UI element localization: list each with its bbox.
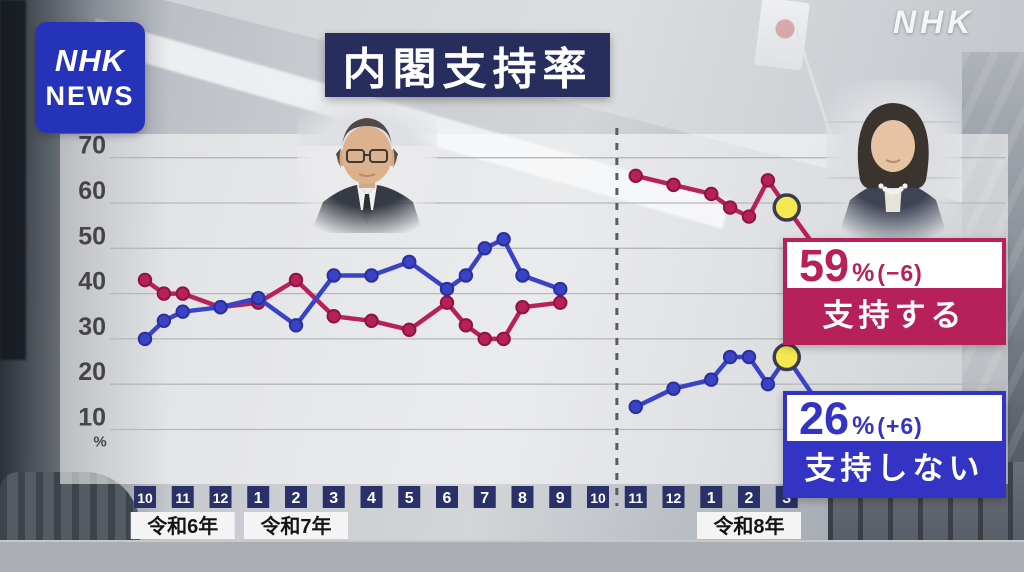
approve-value: 59 — [799, 240, 850, 291]
male-portrait-illustration — [297, 98, 437, 233]
disapprove-value: 26 — [799, 393, 850, 444]
nhk-news-logo: NHK NEWS — [35, 22, 145, 133]
approve-callout: 59 % (−6) 支持する — [783, 238, 1006, 345]
approve-unit: % — [852, 259, 875, 287]
disapprove-unit: % — [852, 412, 875, 440]
background-left-edge — [0, 0, 26, 360]
pm-photo-takaichi — [826, 80, 961, 238]
female-portrait-illustration — [826, 80, 961, 238]
approve-change: (−6) — [877, 260, 923, 286]
disapprove-change: (+6) — [877, 413, 923, 439]
approve-value-row: 59 % (−6) — [787, 242, 1002, 288]
disapprove-callout: 26 % (+6) 支持しない — [783, 391, 1006, 498]
disapprove-value-row: 26 % (+6) — [787, 395, 1002, 441]
nhk-news-logo-line2: NEWS — [45, 81, 135, 111]
background-street — [0, 540, 1024, 572]
approve-label: 支持する — [787, 288, 1002, 341]
nhk-corner-logo: NHK — [893, 4, 975, 40]
page-title: 内閣支持率 — [325, 33, 610, 97]
nhk-news-logo-line1: NHK — [54, 43, 126, 78]
disapprove-label: 支持しない — [787, 441, 1002, 494]
pm-photo-ishiba — [297, 98, 437, 233]
background-flag — [754, 0, 810, 71]
